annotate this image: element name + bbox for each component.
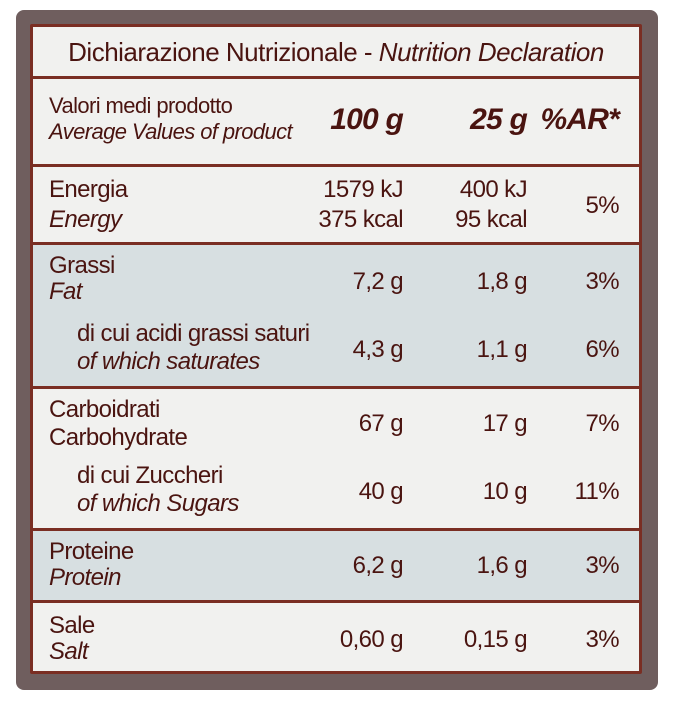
header-row: Valori medi prodotto Average Values of p…: [33, 79, 639, 167]
protein-label-italian: Proteine: [49, 538, 134, 565]
salt-label-italian: Sale: [49, 612, 95, 639]
carbohydrate-label-italian: Carboidrati: [49, 396, 160, 423]
energy-25g-kcal: 95 kcal: [455, 206, 527, 233]
salt-100g: 0,60 g: [339, 626, 404, 653]
column-header-ar: %AR*: [540, 103, 620, 136]
fat-row: Grassi Fat 7,2 g 1,8 g 3% di cui acidi g…: [33, 245, 639, 389]
nutrition-table: Dichiarazione Nutrizionale - Nutrition D…: [30, 24, 642, 674]
carbohydrate-label-english: Carbohydrate: [49, 424, 188, 451]
sugars-ar: 11%: [574, 478, 620, 505]
energy-100g-kcal: 375 kcal: [318, 206, 403, 233]
salt-ar: 3%: [585, 626, 620, 653]
energy-ar: 5%: [585, 192, 620, 219]
title-row: Dichiarazione Nutrizionale - Nutrition D…: [33, 27, 639, 79]
sugars-label-english: of which Sugars: [77, 490, 239, 517]
carbohydrate-row: Carboidrati Carbohydrate 67 g 17 g 7% di…: [33, 389, 639, 531]
header-label-italian: Valori medi prodotto: [49, 93, 233, 118]
saturates-label-english: of which saturates: [77, 348, 260, 375]
energy-label-english: Energy: [49, 206, 122, 233]
sugars-label-italian: di cui Zuccheri: [77, 462, 223, 489]
carbohydrate-100g: 67 g: [358, 410, 404, 437]
fat-label-italian: Grassi: [49, 252, 115, 279]
energy-label-italian: Energia: [49, 176, 128, 203]
salt-row: Sale Salt 0,60 g 0,15 g 3%: [33, 603, 639, 671]
header-label-english: Average Values of product: [49, 119, 293, 144]
column-header-100g: 100 g: [330, 103, 404, 136]
sugars-25g: 10 g: [482, 478, 528, 505]
fat-label-english: Fat: [49, 278, 82, 305]
saturates-100g: 4,3 g: [352, 336, 404, 363]
saturates-label-italian: di cui acidi grassi saturi: [77, 320, 310, 347]
carbohydrate-25g: 17 g: [482, 410, 528, 437]
title-english: Nutrition Declaration: [378, 37, 605, 67]
table-title: Dichiarazione Nutrizionale - Nutrition D…: [33, 37, 639, 68]
column-header-25g: 25 g: [470, 103, 528, 136]
protein-label-english: Protein: [49, 564, 121, 591]
energy-25g-kj: 400 kJ: [459, 176, 528, 203]
protein-row: Proteine Protein 6,2 g 1,6 g 3%: [33, 531, 639, 603]
saturates-25g: 1,1 g: [476, 336, 528, 363]
energy-row: Energia Energy 1579 kJ 375 kcal 400 kJ 9…: [33, 167, 639, 245]
energy-100g-kj: 1579 kJ: [323, 176, 403, 203]
protein-100g: 6,2 g: [352, 552, 404, 579]
fat-25g: 1,8 g: [476, 268, 528, 295]
salt-25g: 0,15 g: [463, 626, 528, 653]
saturates-ar: 6%: [585, 336, 620, 363]
sugars-100g: 40 g: [358, 478, 404, 505]
carbohydrate-ar: 7%: [585, 410, 620, 437]
title-italian: Dichiarazione Nutrizionale -: [68, 37, 373, 67]
fat-ar: 3%: [585, 268, 620, 295]
protein-25g: 1,6 g: [476, 552, 528, 579]
protein-ar: 3%: [585, 552, 620, 579]
fat-100g: 7,2 g: [352, 268, 404, 295]
salt-label-english: Salt: [49, 638, 89, 665]
